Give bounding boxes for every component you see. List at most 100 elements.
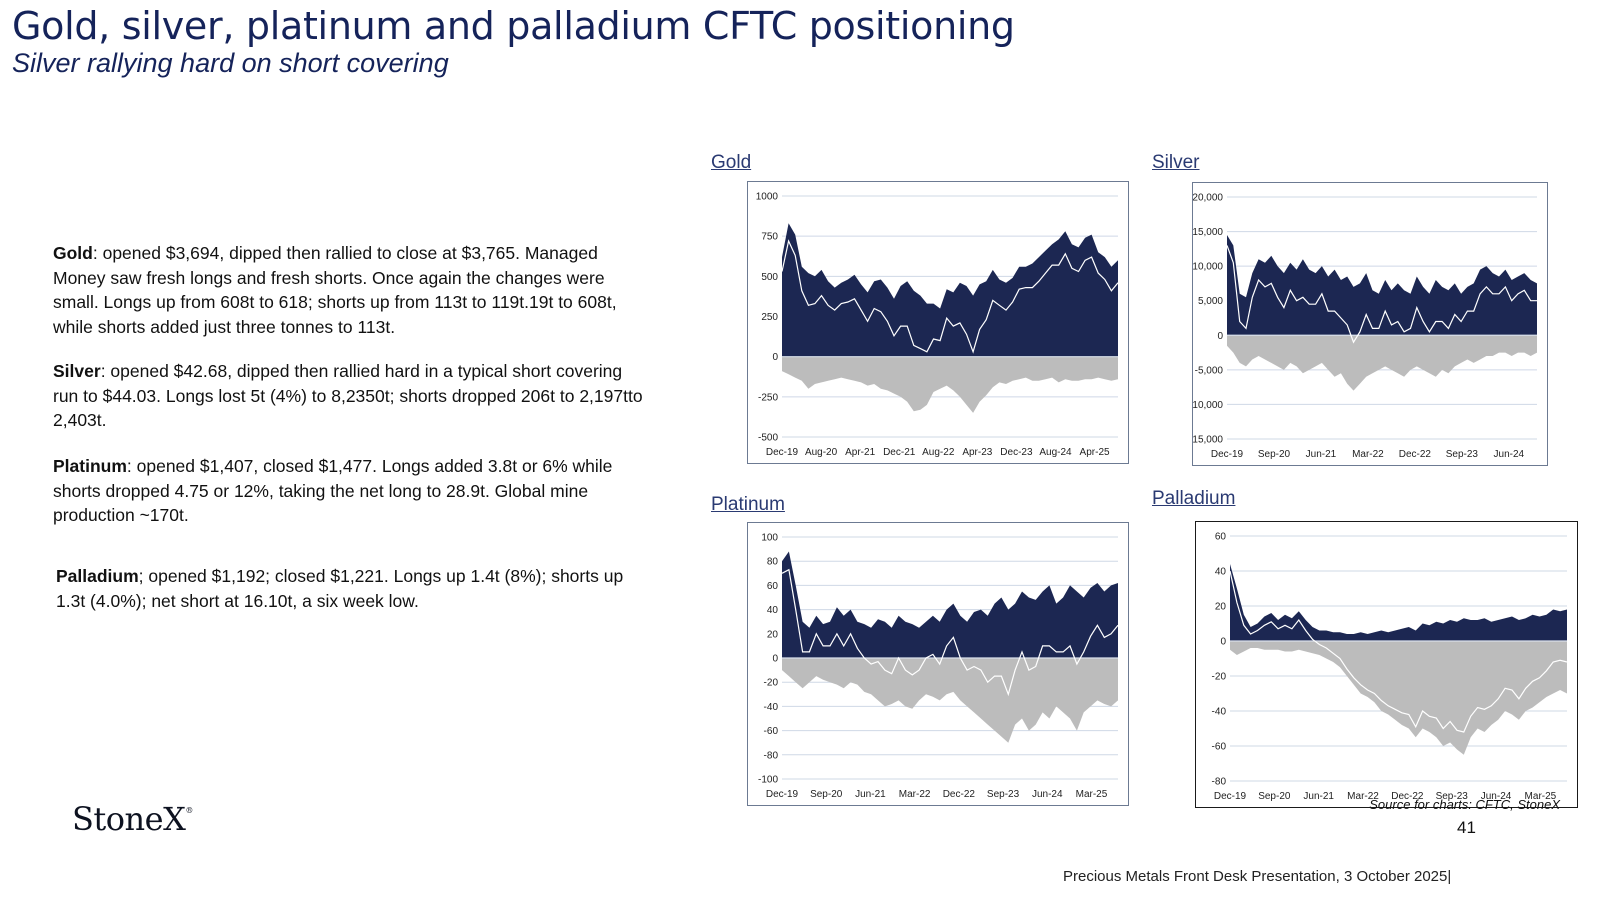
- commentary-palladium-metal: Palladium: [56, 566, 139, 586]
- palladium-xtick-label: Jun-24: [1481, 791, 1512, 802]
- silver-ytick-label: -5,000: [1195, 365, 1224, 376]
- silver-xtick-label: Dec-22: [1399, 449, 1432, 460]
- silver-ytick-label: 0: [1217, 331, 1223, 342]
- silver-chart: 20,000 15,000 10,000 5,000 0 -5,000 -10,000 -15…: [1192, 182, 1548, 466]
- palladium-chart: 60 40 20 0 -20 -40 -60 -80 Dec-19 Sep-20 Jun-21 Mar…: [1195, 521, 1578, 808]
- gold-xtick-label: Apr-21: [845, 447, 875, 458]
- page-title: Gold, silver, platinum and palladium CFT…: [12, 4, 1015, 48]
- gold-xtick-label: Aug-20: [805, 447, 838, 458]
- commentary-platinum: Platinum: opened $1,407, closed $1,477. …: [53, 454, 643, 528]
- platinum-xtick-label: Mar-22: [899, 789, 931, 800]
- palladium-shorts-area: [1230, 641, 1567, 755]
- gold-xtick-label: Apr-23: [962, 447, 992, 458]
- platinum-ytick-label: -100: [758, 775, 778, 786]
- platinum-xtick-label: Mar-25: [1076, 789, 1108, 800]
- stonex-logo-text: StoneX: [72, 800, 186, 838]
- platinum-ytick-label: -60: [764, 726, 779, 737]
- gold-ytick-label: 0: [772, 352, 778, 363]
- silver-xtick-label: Sep-23: [1446, 449, 1479, 460]
- palladium-ytick-label: 0: [1220, 637, 1226, 648]
- page-number: 41: [1457, 818, 1476, 837]
- palladium-chart-svg: 60 40 20 0 -20 -40 -60 -80 Dec-19 Sep-20 Jun-21 Mar…: [1212, 532, 1568, 802]
- gold-ytick-label: 500: [761, 272, 778, 283]
- silver-xtick-label: Sep-20: [1258, 449, 1291, 460]
- platinum-xtick-label: Sep-20: [810, 789, 843, 800]
- chart-source: Source for charts: CFTC, StoneX: [1369, 797, 1560, 812]
- platinum-net-line: [781, 568, 1119, 697]
- gold-xtick-label: Dec-19: [766, 447, 799, 458]
- commentary-silver-metal: Silver: [53, 361, 101, 381]
- platinum-xtick-label: Dec-19: [766, 789, 799, 800]
- platinum-xtick-label: Sep-23: [987, 789, 1020, 800]
- palladium-xtick-label: Dec-19: [1214, 791, 1247, 802]
- palladium-ytick-label: 60: [1215, 532, 1227, 543]
- commentary-palladium: Palladium; opened $1,192; closed $1,221.…: [56, 564, 646, 613]
- palladium-xtick-label: Mar-25: [1525, 791, 1557, 802]
- commentary-silver-text: : opened $42.68, dipped then rallied har…: [53, 361, 643, 430]
- palladium-xtick-label: Jun-21: [1303, 791, 1334, 802]
- platinum-ytick-label: 40: [767, 605, 779, 616]
- gold-ytick-label: 1000: [756, 192, 779, 203]
- silver-ytick-label: 10,000: [1193, 262, 1223, 273]
- silver-ytick-label: -15,000: [1193, 435, 1223, 446]
- platinum-chart-svg: 100 80 60 40 20 0 -20 -40 -60 -80 -100 Dec-19 Sep-20…: [758, 533, 1119, 800]
- palladium-ytick-label: -60: [1212, 742, 1227, 753]
- gold-chart-svg: 1000 750 500 250 0 -250 -500 Dec-19 Aug-20 Apr-21…: [756, 192, 1119, 458]
- silver-chart-title: Silver: [1152, 152, 1200, 173]
- palladium-xtick-label: Sep-20: [1258, 791, 1291, 802]
- page-subtitle: Silver rallying hard on short covering: [12, 48, 449, 78]
- gold-chart-title: Gold: [711, 152, 752, 173]
- palladium-ytick-label: 40: [1215, 567, 1227, 578]
- palladium-chart-title: Palladium: [1152, 488, 1236, 509]
- gold-xtick-label: Aug-24: [1039, 447, 1072, 458]
- platinum-xtick-label: Jun-24: [1032, 789, 1063, 800]
- platinum-ytick-label: 100: [761, 533, 778, 544]
- platinum-chart-title: Platinum: [711, 494, 785, 515]
- gold-shorts-area: [782, 356, 1118, 413]
- gold-xtick-label: Dec-21: [883, 447, 916, 458]
- palladium-ytick-label: -20: [1212, 672, 1227, 683]
- gold-net-line: [781, 239, 1119, 354]
- platinum-xtick-label: Dec-22: [943, 789, 976, 800]
- commentary-platinum-metal: Platinum: [53, 456, 127, 476]
- platinum-ytick-label: 60: [767, 581, 779, 592]
- registered-mark: ®: [185, 806, 193, 815]
- stonex-logo: StoneX®: [72, 800, 193, 838]
- platinum-ytick-label: -80: [764, 750, 779, 761]
- palladium-xtick-label: Mar-22: [1347, 791, 1379, 802]
- silver-ytick-label: 5,000: [1198, 296, 1223, 307]
- gold-xtick-label: Dec-23: [1000, 447, 1033, 458]
- silver-chart-svg: 20,000 15,000 10,000 5,000 0 -5,000 -10,000 -15…: [1193, 193, 1537, 460]
- commentary-platinum-text: : opened $1,407, closed $1,477. Longs ad…: [53, 456, 613, 525]
- gold-ytick-label: -250: [758, 392, 778, 403]
- platinum-longs-area: [782, 551, 1118, 658]
- platinum-chart: 100 80 60 40 20 0 -20 -40 -60 -80 -100 Dec-19 Sep-20…: [747, 522, 1129, 806]
- silver-xtick-label: Dec-19: [1211, 449, 1244, 460]
- platinum-ytick-label: 80: [767, 557, 779, 568]
- silver-shorts-area: [1227, 335, 1537, 391]
- gold-xtick-label: Aug-22: [922, 447, 955, 458]
- platinum-xtick-label: Jun-21: [855, 789, 886, 800]
- platinum-ytick-label: -20: [764, 678, 779, 689]
- silver-longs-area: [1227, 235, 1537, 336]
- palladium-xtick-label: Dec-22: [1391, 791, 1424, 802]
- commentary-silver: Silver: opened $42.68, dipped then ralli…: [53, 359, 643, 433]
- silver-ytick-label: 20,000: [1193, 193, 1223, 204]
- palladium-xtick-label: Sep-23: [1436, 791, 1469, 802]
- silver-xtick-label: Jun-24: [1494, 449, 1525, 460]
- palladium-ytick-label: -80: [1212, 777, 1227, 788]
- palladium-net-line: [1229, 570, 1568, 733]
- palladium-ytick-label: -40: [1212, 707, 1227, 718]
- palladium-ytick-label: 20: [1215, 602, 1227, 613]
- platinum-shorts-area: [782, 658, 1118, 743]
- footer: Precious Metals Front Desk Presentation,…: [1063, 868, 1452, 885]
- silver-ytick-label: 15,000: [1193, 227, 1223, 238]
- gold-ytick-label: -500: [758, 433, 778, 444]
- commentary-gold-metal: Gold: [53, 243, 93, 263]
- gold-longs-area: [782, 223, 1118, 357]
- palladium-longs-area: [1230, 564, 1567, 641]
- platinum-ytick-label: -40: [764, 702, 779, 713]
- gold-ytick-label: 250: [761, 312, 778, 323]
- platinum-ytick-label: 0: [772, 654, 778, 665]
- silver-ytick-label: -10,000: [1193, 400, 1223, 411]
